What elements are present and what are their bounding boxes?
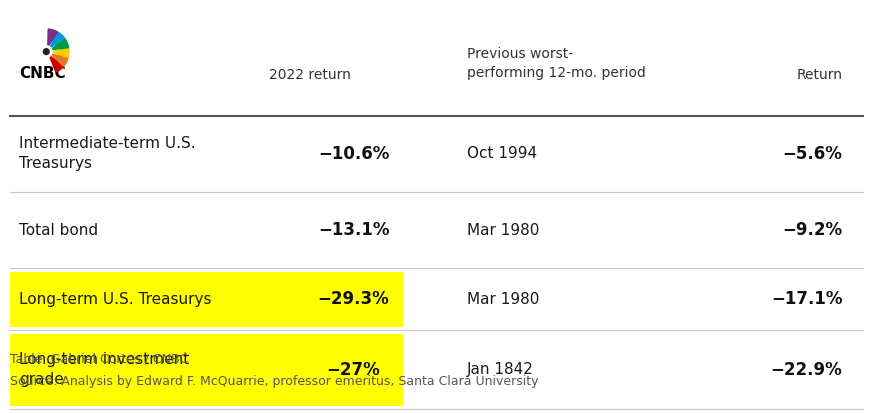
Text: −22.9%: −22.9% (771, 361, 842, 379)
Polygon shape (50, 32, 65, 48)
Text: Previous worst-
performing 12-mo. period: Previous worst- performing 12-mo. period (467, 47, 646, 80)
Text: Jan 1842: Jan 1842 (467, 362, 534, 377)
FancyBboxPatch shape (10, 272, 403, 327)
Text: Oct 1994: Oct 1994 (467, 146, 537, 161)
Polygon shape (49, 56, 64, 72)
Text: Long-term investment
grade: Long-term investment grade (19, 352, 189, 387)
Text: −29.3%: −29.3% (318, 290, 389, 309)
Text: −10.6%: −10.6% (318, 145, 389, 163)
Polygon shape (48, 29, 58, 47)
Text: −17.1%: −17.1% (771, 290, 842, 309)
Polygon shape (51, 38, 69, 50)
Polygon shape (40, 46, 52, 57)
Text: Intermediate-term U.S.
Treasurys: Intermediate-term U.S. Treasurys (19, 136, 196, 171)
Text: Mar 1980: Mar 1980 (467, 223, 540, 238)
Text: −27%: −27% (327, 361, 381, 379)
Text: −5.6%: −5.6% (782, 145, 842, 163)
Text: −13.1%: −13.1% (318, 221, 389, 239)
Polygon shape (51, 54, 68, 66)
Text: Source: Analysis by Edward F. McQuarrie, professor emeritus, Santa Clara Univers: Source: Analysis by Edward F. McQuarrie,… (10, 375, 539, 388)
Polygon shape (52, 47, 69, 57)
Text: Table: Gabriel Cortes / CNBC: Table: Gabriel Cortes / CNBC (10, 353, 189, 366)
Text: Return: Return (796, 69, 842, 82)
Text: 2022 return: 2022 return (269, 69, 351, 82)
Text: −9.2%: −9.2% (782, 221, 842, 239)
Text: Total bond: Total bond (19, 223, 99, 238)
Text: Mar 1980: Mar 1980 (467, 292, 540, 307)
Polygon shape (44, 49, 49, 55)
Text: CNBC: CNBC (19, 66, 65, 81)
Text: Long-term U.S. Treasurys: Long-term U.S. Treasurys (19, 292, 212, 307)
FancyBboxPatch shape (10, 334, 403, 406)
